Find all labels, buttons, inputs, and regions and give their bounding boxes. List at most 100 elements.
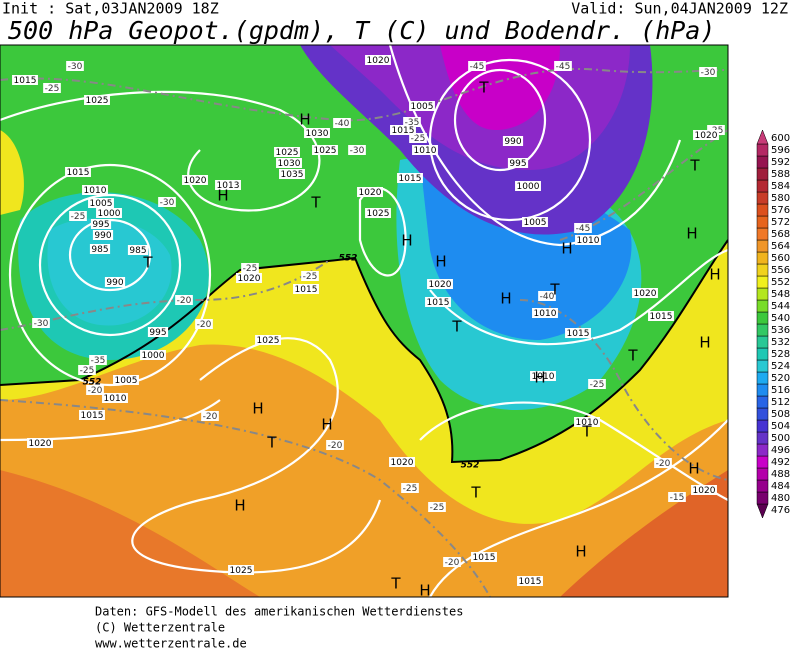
isobar-label-box [409,101,435,111]
colorbar-label: 544 [771,301,790,312]
isobar-label: 1010 [104,394,127,404]
isobar-label-box [365,208,391,218]
isobar-label: 995 [509,159,526,169]
isobar [131,337,382,574]
pressure-center: H [234,497,245,515]
temperature-label-box [158,197,176,207]
temperature-label: -20 [656,459,671,469]
temperature-label-box [66,61,84,71]
colorbar-label: 572 [771,217,790,228]
isobar-label-box [279,169,305,179]
isobar-label: 1025 [230,566,253,576]
isobar-label-box [691,485,717,495]
colorbar-swatch [756,299,769,313]
isobar-label: 985 [91,245,108,255]
pressure-center: T [266,434,277,452]
isobar-label-box [574,417,600,427]
isobar-label-box [575,235,601,245]
colorbar-label: 600 [771,133,790,144]
isobar-label: 1015 [519,577,542,587]
temperature-label: -25 [243,264,258,274]
temperature-label-box [333,118,351,128]
temperature-label: -25 [303,272,318,282]
temperature-label-box [348,145,366,155]
isobar-label: 1020 [634,289,657,299]
isobar-label-box [92,230,114,240]
pressure-center: H [401,232,412,250]
isobar-label-box [648,311,674,321]
isobar [428,58,592,222]
isobar-label: 1025 [86,96,109,106]
colorbar-label: 508 [771,409,790,420]
isobar-label: 1035 [281,170,304,180]
isobar-label: 1025 [257,336,280,346]
isobar-label: 1015 [427,298,450,308]
isobar-label: 1005 [524,218,547,228]
colorbar-swatch [756,407,769,421]
isobar-label: 985 [129,246,146,256]
pressure-center: T [549,281,560,299]
colorbar-swatch [756,215,769,229]
colorbar-label: 512 [771,397,790,408]
isobar-label-box [276,158,302,168]
isobar-label-box [304,128,330,138]
isobar-label: 1020 [359,188,382,198]
temperature-label: -20 [197,320,212,330]
isobar-label-box [182,175,208,185]
pressure-center: T [310,194,321,212]
temperature-label-box [78,365,96,375]
isobar-label: 1005 [90,199,113,209]
temperature-label: -35 [91,356,106,366]
isobar-label: 1020 [184,176,207,186]
colorbar-swatch [756,179,769,193]
pressure-center: H [299,111,310,129]
temperature-label: -30 [68,62,83,72]
valid-time: Valid: Sun,04JAN2009 12Z [571,0,788,18]
isobar-label: 1010 [576,418,599,428]
temperature-label: -20 [328,441,343,451]
colorbar: 4764804844884924965005045085125165205245… [756,129,790,519]
isobar-label: 1005 [411,102,434,112]
temperature-label: -35 [405,118,420,128]
map-title: 500 hPa Geopot.(gpdm), T (C) und Bodendr… [8,16,715,45]
pressure-center: H [686,225,697,243]
colorbar-label: 580 [771,193,790,204]
field-warm [0,470,260,597]
pressure-center: H [252,400,263,418]
map-frame [0,44,729,598]
pressure-center: T [470,484,481,502]
temperature-label: -40 [335,119,350,129]
field-warm [560,470,728,597]
temperature-label-box [89,355,107,365]
colorbar-swatch [756,251,769,265]
isobar-label: 1020 [238,274,261,284]
pressure-center: H [561,240,572,258]
isobar-label: 1015 [14,76,37,86]
pressure-center: H [500,290,511,308]
map-field: -30-25-40 -35-25-30-25-30-20-20-30-35-25-… [0,45,728,597]
isobar-label-box [84,95,110,105]
footer-copyright: (C) Wetterzentrale [95,621,225,635]
isobar-label-box [427,279,453,289]
isobar-label-box [65,167,91,177]
pressure-center: T [627,347,638,365]
colorbar-label: 556 [771,265,790,276]
isobar-label-box [471,552,497,562]
isobar-label: 990 [94,231,111,241]
colorbar-label: 576 [771,205,790,216]
footer-source: Daten: GFS-Modell des amerikanischen Wet… [95,605,463,619]
isobar-label-box [365,55,391,65]
temperature-label: -25 [411,134,426,144]
field-yellow [0,130,24,215]
isobar-label: 995 [92,220,109,230]
pressure-center: T [142,254,153,272]
init-time: Init : Sat,03JAN2009 18Z [2,0,219,18]
temperature-label-box [86,385,104,395]
temperature-label: -20 [177,296,192,306]
temperature-label-box [401,483,419,493]
isobar-label-box [390,125,416,135]
colorbar-swatch [756,335,769,349]
isobar-label-box [228,565,254,575]
isobar-label: 1015 [81,411,104,421]
